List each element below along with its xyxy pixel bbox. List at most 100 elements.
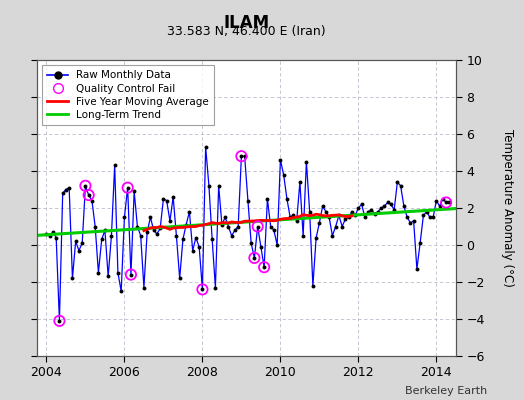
Point bbox=[65, 184, 73, 191]
Point bbox=[62, 186, 70, 193]
Point bbox=[84, 192, 93, 198]
Point bbox=[384, 199, 392, 206]
Point bbox=[296, 179, 304, 185]
Point bbox=[351, 212, 359, 218]
Point bbox=[146, 214, 155, 220]
Point bbox=[319, 203, 327, 209]
Point bbox=[325, 214, 333, 220]
Point bbox=[328, 232, 336, 239]
Point bbox=[393, 179, 401, 185]
Point bbox=[413, 266, 421, 272]
Point bbox=[348, 208, 356, 215]
Point bbox=[231, 227, 239, 233]
Point bbox=[78, 240, 86, 246]
Point bbox=[117, 288, 125, 294]
Point bbox=[81, 182, 90, 189]
Point bbox=[260, 264, 268, 270]
Point bbox=[263, 196, 271, 202]
Point bbox=[124, 184, 132, 191]
Point bbox=[182, 222, 190, 228]
Point bbox=[211, 284, 220, 291]
Point bbox=[442, 199, 450, 206]
Point bbox=[152, 231, 161, 237]
Point bbox=[397, 182, 405, 189]
Point bbox=[140, 284, 148, 291]
Point bbox=[416, 240, 424, 246]
Point bbox=[367, 207, 376, 213]
Point bbox=[250, 255, 258, 261]
Point bbox=[88, 198, 96, 204]
Point bbox=[192, 234, 200, 241]
Point bbox=[91, 223, 100, 230]
Point bbox=[357, 201, 366, 208]
Point bbox=[247, 240, 255, 246]
Point bbox=[364, 208, 373, 215]
Point bbox=[42, 231, 51, 237]
Point bbox=[419, 212, 428, 218]
Point bbox=[195, 244, 203, 250]
Point bbox=[55, 318, 63, 324]
Point bbox=[176, 275, 184, 282]
Point bbox=[149, 227, 158, 233]
Point bbox=[312, 234, 320, 241]
Point bbox=[370, 210, 379, 217]
Point bbox=[260, 264, 268, 270]
Point bbox=[341, 216, 350, 222]
Point bbox=[435, 203, 444, 209]
Point bbox=[143, 229, 151, 235]
Point bbox=[267, 223, 275, 230]
Point bbox=[68, 275, 77, 282]
Point bbox=[49, 229, 57, 235]
Point bbox=[46, 232, 54, 239]
Point bbox=[250, 255, 258, 261]
Point bbox=[133, 223, 141, 230]
Point bbox=[432, 198, 441, 204]
Point bbox=[374, 208, 382, 215]
Point bbox=[201, 144, 210, 150]
Point bbox=[237, 153, 246, 159]
Point bbox=[270, 227, 278, 233]
Point bbox=[289, 212, 298, 218]
Point bbox=[198, 286, 206, 293]
Point bbox=[390, 207, 398, 213]
Point bbox=[344, 214, 353, 220]
Point bbox=[322, 208, 330, 215]
Point bbox=[286, 214, 294, 220]
Point bbox=[332, 223, 340, 230]
Title: 33.583 N, 46.400 E (Iran): 33.583 N, 46.400 E (Iran) bbox=[167, 25, 325, 38]
Point bbox=[104, 273, 112, 280]
Point bbox=[338, 223, 346, 230]
Point bbox=[254, 223, 262, 230]
Point bbox=[217, 222, 226, 228]
Text: ILAM: ILAM bbox=[223, 14, 269, 32]
Point bbox=[179, 236, 187, 243]
Point bbox=[189, 247, 197, 254]
Point bbox=[406, 220, 414, 226]
Point bbox=[162, 198, 171, 204]
Point bbox=[354, 205, 363, 211]
Point bbox=[81, 182, 90, 189]
Point bbox=[71, 238, 80, 244]
Point bbox=[257, 244, 265, 250]
Point bbox=[299, 232, 308, 239]
Point bbox=[234, 223, 243, 230]
Point bbox=[409, 218, 418, 224]
Point bbox=[221, 214, 230, 220]
Point bbox=[244, 198, 252, 204]
Point bbox=[227, 232, 236, 239]
Legend: Raw Monthly Data, Quality Control Fail, Five Year Moving Average, Long-Term Tren: Raw Monthly Data, Quality Control Fail, … bbox=[42, 65, 214, 125]
Point bbox=[403, 214, 411, 220]
Point bbox=[166, 218, 174, 224]
Point bbox=[315, 220, 324, 226]
Point bbox=[198, 286, 206, 293]
Point bbox=[377, 205, 385, 211]
Point bbox=[159, 196, 168, 202]
Point bbox=[169, 194, 177, 200]
Point bbox=[292, 218, 301, 224]
Point bbox=[273, 242, 281, 248]
Point bbox=[361, 214, 369, 220]
Point bbox=[224, 223, 233, 230]
Point bbox=[387, 201, 395, 208]
Point bbox=[114, 270, 122, 276]
Point bbox=[120, 214, 128, 220]
